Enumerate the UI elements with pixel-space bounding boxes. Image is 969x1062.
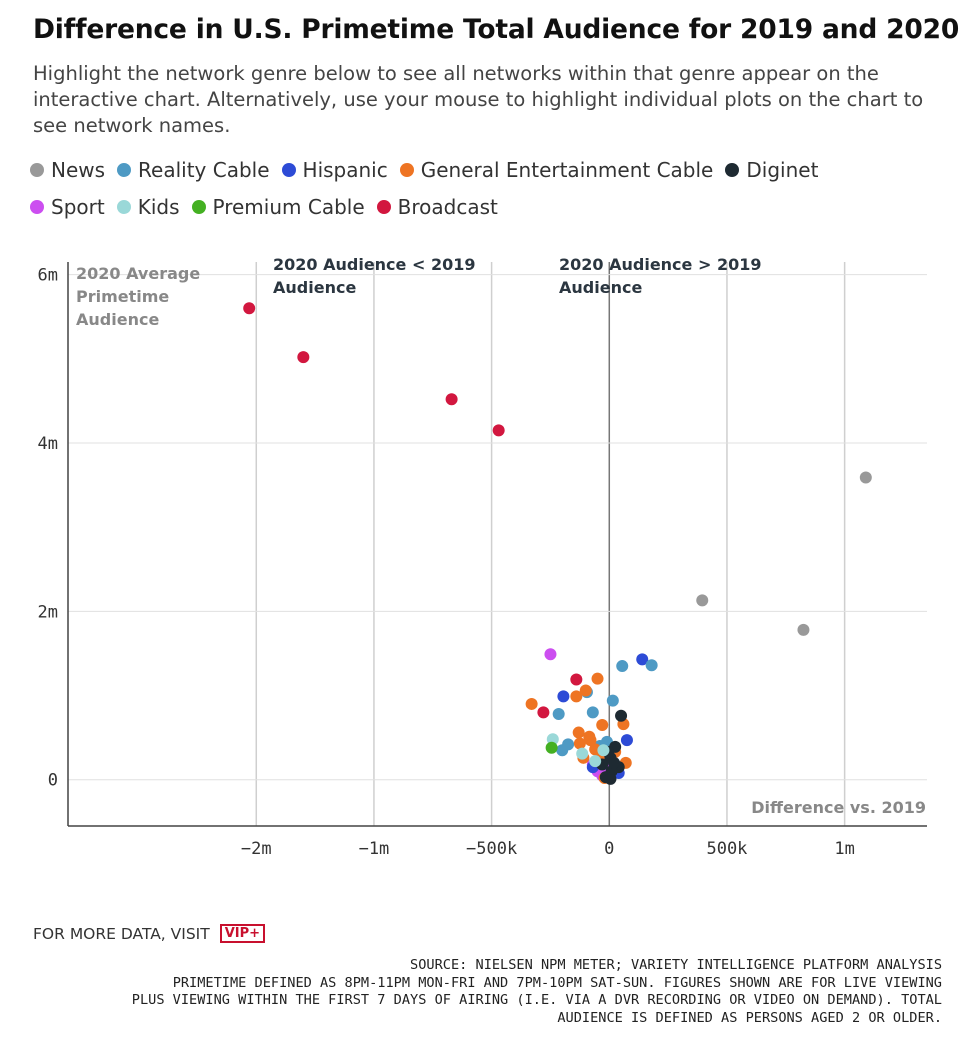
legend-dot-icon xyxy=(116,199,131,214)
x-axis-title: Difference vs. 2019 xyxy=(751,798,926,817)
data-point xyxy=(620,734,633,747)
footer-visit: FOR MORE DATA, VISIT VIP+ xyxy=(33,924,266,943)
data-point xyxy=(570,673,583,686)
data-point xyxy=(607,756,620,769)
legend-dot-icon xyxy=(725,162,740,177)
data-point xyxy=(645,659,658,672)
legend-label: Kids xyxy=(137,194,180,219)
data-point xyxy=(243,302,256,315)
y-tick-label: 4m xyxy=(38,434,58,454)
data-point xyxy=(445,393,458,406)
data-point xyxy=(576,747,589,760)
data-point xyxy=(597,744,610,757)
source-line: PLUS VIEWING WITHIN THE FIRST 7 DAYS OF … xyxy=(131,992,942,1008)
source-notes: SOURCE: NIELSEN NPM METER; VARIETY INTEL… xyxy=(22,957,942,1027)
genre-legend: News Reality Cable Hispanic General Ente… xyxy=(30,151,950,225)
x-tick-label: 1m xyxy=(834,839,854,859)
chart-grid xyxy=(68,262,927,826)
legend-label: Diginet xyxy=(746,157,819,182)
left-region-label: 2020 Audience < 2019 Audience xyxy=(273,255,475,297)
legend-item-sport[interactable]: Sport xyxy=(30,195,105,219)
data-point xyxy=(596,718,609,731)
data-point xyxy=(537,706,550,719)
data-point xyxy=(696,594,709,607)
chart-subtitle: Highlight the network genre below to see… xyxy=(33,62,924,137)
data-point xyxy=(545,741,558,754)
legend-label: General Entertainment Cable xyxy=(420,157,714,182)
right-region-label: 2020 Audience > 2019 Audience xyxy=(559,255,761,297)
data-point xyxy=(552,708,565,721)
legend-dot-icon xyxy=(30,199,44,214)
legend-label: Sport xyxy=(51,194,105,219)
data-point xyxy=(584,734,597,747)
data-point xyxy=(573,737,586,750)
y-tick-label: 2m xyxy=(38,602,58,622)
legend-item-general-entertainment-cable[interactable]: General Entertainment Cable xyxy=(399,157,714,182)
legend-item-hispanic[interactable]: Hispanic xyxy=(281,157,388,182)
data-point xyxy=(859,471,872,484)
data-point xyxy=(544,648,557,661)
data-point xyxy=(591,672,604,685)
data-point xyxy=(606,694,619,707)
data-point xyxy=(615,709,628,722)
visit-label: FOR MORE DATA, VISIT xyxy=(33,924,210,943)
vip-plus-link[interactable]: VIP+ xyxy=(219,924,266,943)
legend-label: Premium Cable xyxy=(212,194,365,219)
legend-label: Broadcast xyxy=(397,194,498,219)
legend-row-1: News Reality Cable Hispanic General Ente… xyxy=(30,151,950,188)
scatter-chart: −2m −1m −500k 0 500k 1m 0 2m 4m 6m 2020 Average Pr… xyxy=(38,255,927,859)
legend-label: News xyxy=(51,157,106,182)
x-tick-label: 500k xyxy=(706,839,747,859)
data-point xyxy=(636,653,649,666)
legend-dot-icon xyxy=(399,162,414,177)
legend-row-2: Sport Kids Premium Cable Broadcast xyxy=(30,188,950,225)
data-point xyxy=(557,690,570,703)
data-point xyxy=(797,623,810,636)
legend-dot-icon xyxy=(281,162,296,177)
legend-label: Hispanic xyxy=(302,157,388,182)
chart-points xyxy=(243,302,872,785)
legend-item-broadcast[interactable]: Broadcast xyxy=(376,194,498,219)
data-point xyxy=(492,424,505,437)
legend-dot-icon xyxy=(117,162,132,177)
x-tick-label: −500k xyxy=(466,839,517,859)
x-tick-label: −1m xyxy=(359,839,390,859)
chart-annotations: 2020 Average Primetime Audience 2020 Audien… xyxy=(76,255,926,817)
legend-item-reality-cable[interactable]: Reality Cable xyxy=(117,157,270,182)
data-point xyxy=(556,744,569,757)
legend-label: Reality Cable xyxy=(138,157,270,182)
source-line: PRIMETIME DEFINED AS 8PM-11PM MON-FRI AN… xyxy=(172,974,942,991)
legend-item-diginet[interactable]: Diginet xyxy=(725,158,818,182)
legend-dot-icon xyxy=(30,162,44,177)
data-point xyxy=(604,772,617,785)
source-line: AUDIENCE IS DEFINED AS PERSONS AGED 2 OR… xyxy=(557,1009,942,1026)
data-point xyxy=(579,684,592,697)
data-point xyxy=(570,690,583,703)
chart-axes: −2m −1m −500k 0 500k 1m 0 2m 4m 6m xyxy=(38,262,927,859)
data-point xyxy=(525,697,538,710)
x-tick-label: 0 xyxy=(604,839,614,859)
legend-dot-icon xyxy=(376,199,391,214)
y-axis-title: 2020 Average Primetime Audience xyxy=(76,264,200,329)
source-line: SOURCE: NIELSEN NPM METER; VARIETY INTEL… xyxy=(410,957,942,973)
data-point xyxy=(572,726,585,739)
chart-title: Difference in U.S. Primetime Total Audie… xyxy=(33,14,960,45)
data-point xyxy=(616,660,629,673)
legend-item-kids[interactable]: Kids xyxy=(116,194,180,219)
data-point xyxy=(297,351,310,364)
y-tick-label: 6m xyxy=(38,266,58,286)
data-point xyxy=(589,755,602,768)
x-tick-label: −2m xyxy=(241,839,272,859)
legend-item-premium-cable[interactable]: Premium Cable xyxy=(191,194,365,219)
data-point xyxy=(586,706,599,719)
y-tick-label: 0 xyxy=(48,771,58,791)
legend-item-news[interactable]: News xyxy=(30,158,105,182)
legend-dot-icon xyxy=(191,199,206,214)
